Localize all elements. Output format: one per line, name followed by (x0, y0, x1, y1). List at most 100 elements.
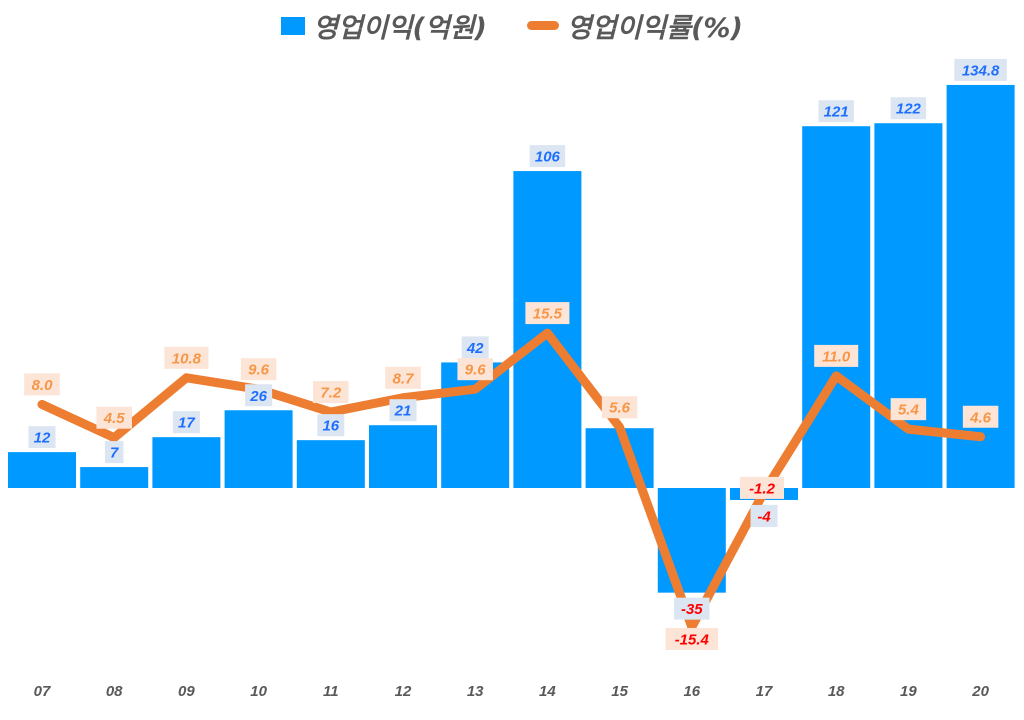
line-label-20-text: 4.6 (969, 409, 992, 426)
line-label-09-text: 10.8 (172, 350, 202, 367)
bar-label-14: 106 (529, 145, 566, 168)
line-label-12-bg (385, 366, 421, 389)
x-tick-12: 12 (395, 683, 412, 700)
line-label-18-text: 11.0 (822, 348, 851, 365)
x-tick-10: 10 (250, 683, 267, 700)
bar-label-10-text: 26 (249, 388, 267, 405)
line-label-16-bg (665, 627, 719, 650)
bar-label-18-bg (818, 100, 854, 123)
bar-label-16: -35 (674, 597, 710, 620)
bar-07 (8, 452, 76, 488)
line-label-12-text: 8.7 (393, 370, 415, 387)
bar-label-17: -4 (750, 504, 778, 527)
line-label-07-bg (24, 373, 60, 396)
line-label-11-text: 7.2 (320, 385, 342, 402)
line-label-19: 5.4 (890, 398, 927, 421)
line-label-15-text: 5.6 (609, 400, 631, 417)
line-label-17: -1.2 (740, 476, 784, 499)
bar-label-10: 26 (245, 384, 273, 407)
bar-10 (224, 410, 293, 488)
bar-label-07-text: 12 (34, 430, 51, 447)
line-label-17-text: -1.2 (749, 480, 776, 497)
line-label-16: -15.4 (665, 627, 719, 650)
bar-label-19-text: 122 (896, 101, 922, 118)
bar-label-08-text: 7 (110, 445, 119, 462)
bar-label-16-text: -35 (681, 601, 703, 618)
bar-label-11-text: 16 (322, 418, 339, 435)
line-label-09-bg (164, 346, 209, 369)
x-tick-09: 09 (178, 683, 195, 700)
bar-label-16-bg (674, 597, 710, 620)
x-tick-18: 18 (828, 683, 845, 700)
line-label-14-bg (525, 302, 570, 325)
bar-18 (802, 126, 871, 489)
line-label-13-bg (457, 358, 493, 381)
line-label-14-text: 15.5 (533, 306, 563, 323)
line-label-11: 7.2 (313, 381, 349, 404)
bar-label-13: 42 (461, 336, 489, 359)
bar-label-20-text: 134.8 (962, 62, 1000, 79)
bar-label-09-bg (172, 411, 200, 434)
bar-label-12-text: 21 (394, 403, 412, 420)
x-tick-17: 17 (756, 683, 773, 700)
line-label-18-bg (814, 344, 859, 367)
x-tick-08: 08 (106, 683, 123, 700)
line-label-16-text: -15.4 (675, 631, 710, 648)
line-label-10-text: 9.6 (248, 362, 270, 379)
line-label-13: 9.6 (457, 358, 493, 381)
bar-label-11-bg (317, 414, 345, 437)
bar-label-17-text: -4 (757, 508, 771, 525)
legend-item-line: 영업이익률(%) (526, 6, 743, 45)
bar-09 (152, 437, 221, 488)
bar-label-12-bg (389, 399, 417, 422)
legend-label-bar: 영업이익(억원) (313, 13, 487, 44)
line-label-11-bg (313, 381, 349, 404)
line-label-20-bg (962, 405, 999, 428)
line-label-10: 9.6 (240, 358, 277, 381)
line-label-20: 4.6 (962, 405, 999, 428)
bar-label-09-text: 17 (178, 415, 195, 432)
bar-13 (441, 362, 510, 488)
x-tick-20: 20 (971, 683, 989, 700)
bar-label-18-text: 121 (824, 104, 849, 121)
bar-label-10-bg (245, 384, 273, 407)
bar-label-13-bg (461, 336, 489, 359)
line-label-08: 4.5 (96, 406, 132, 429)
line-label-15: 5.6 (601, 396, 638, 419)
line-label-17-bg (740, 476, 784, 499)
line-label-19-text: 5.4 (898, 402, 920, 419)
line-series (37, 328, 986, 632)
bar-label-08: 7 (104, 441, 124, 464)
legend-label-line: 영업이익률(%) (566, 13, 743, 44)
bar-label-19-bg (890, 97, 927, 120)
bar-label-20: 134.8 (954, 58, 1007, 81)
bar-12 (369, 425, 437, 488)
line-label-10-bg (240, 358, 277, 381)
x-tick-15: 15 (611, 683, 628, 700)
legend-item-bar: 영업이익(억원) (281, 6, 487, 45)
bar-08 (80, 467, 149, 488)
line-label-18: 11.0 (814, 344, 859, 367)
legend-swatch-line (526, 21, 559, 30)
bar-label-13-text: 42 (466, 340, 484, 357)
line-label-09: 10.8 (164, 346, 209, 369)
x-tick-14: 14 (539, 683, 556, 700)
x-tick-07: 07 (34, 683, 51, 700)
bar-label-14-text: 106 (535, 149, 561, 166)
line-label-08-bg (96, 406, 132, 429)
legend-swatch-bar (281, 16, 306, 35)
bar-label-12: 21 (389, 399, 417, 422)
bar-11 (296, 440, 365, 488)
line-label-12: 8.7 (385, 366, 421, 389)
bar-label-09: 17 (172, 411, 200, 434)
legend: 영업이익(억원) 영업이익률(%) (0, 6, 1024, 45)
bar-label-17-bg (750, 504, 778, 527)
bar-label-07-bg (28, 426, 56, 449)
line-label-19-bg (890, 398, 927, 421)
bar-label-11: 16 (317, 414, 345, 437)
x-tick-16: 16 (683, 683, 700, 700)
bar-label-08-bg (104, 441, 124, 464)
bar-label-07: 12 (28, 426, 56, 449)
x-tick-11: 11 (323, 683, 339, 700)
